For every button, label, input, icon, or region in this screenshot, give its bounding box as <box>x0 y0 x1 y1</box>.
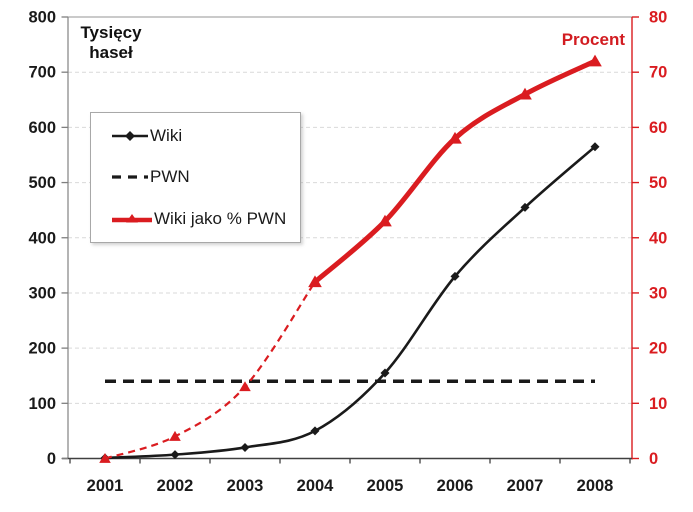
legend-item-wiki-percent-pwn: Wiki jako % PWN <box>91 209 300 229</box>
legend-item-wiki: Wiki <box>91 126 300 146</box>
y-axis-left-tick-label: 300 <box>28 284 56 302</box>
y-axis-right-tick-label: 60 <box>649 119 667 137</box>
wiki-line-sample-icon <box>112 130 148 141</box>
series-wiki-marker <box>520 202 530 212</box>
legend: Wiki PWN Wiki jako % PWN <box>90 112 301 243</box>
x-axis-tick-label: 2006 <box>437 477 474 495</box>
series-wiki-percent-marker <box>169 430 181 441</box>
x-axis-tick-label: 2007 <box>507 477 544 495</box>
x-axis-tick-label: 2003 <box>227 477 264 495</box>
x-axis-tick-label: 2001 <box>87 477 124 495</box>
series-wiki-line <box>104 145 596 460</box>
series-wiki-marker <box>590 142 600 152</box>
right-axis-title: Procent <box>561 30 625 49</box>
wiki-percent-line-sample-icon <box>112 214 152 223</box>
y-axis-right-tick-label: 30 <box>649 284 667 302</box>
series-wiki-percent-marker <box>308 275 322 288</box>
y-axis-left-tick-label: 100 <box>28 395 56 413</box>
pwn-line-sample-icon <box>112 175 148 180</box>
series-wiki-marker <box>310 426 320 436</box>
series-wiki-percent-marker <box>518 87 532 100</box>
y-axis-left-tick-label: 700 <box>28 64 56 82</box>
y-axis-left-tick-label: 400 <box>28 229 56 247</box>
left-axis-title: Tysięcy haseł <box>73 23 149 63</box>
series-wiki-percent-dashed-line <box>104 281 316 460</box>
series-wiki-marker <box>450 271 460 281</box>
y-axis-right-tick-label: 0 <box>649 450 658 468</box>
y-axis-right-tick-label: 20 <box>649 340 667 358</box>
series-wiki-percent-solid-line <box>312 58 598 285</box>
series-wiki-percent-marker <box>448 131 462 144</box>
x-axis-tick-label: 2004 <box>297 477 335 495</box>
series-wiki-percent-marker <box>588 54 602 67</box>
y-axis-right-tick-label: 10 <box>649 395 667 413</box>
left-axis-title-line2: haseł <box>89 43 133 62</box>
y-axis-right-tick-label: 70 <box>649 64 667 82</box>
legend-item-pwn: PWN <box>91 167 300 187</box>
left-axis-title-line1: Tysięcy <box>80 23 142 42</box>
legend-label-wiki: Wiki <box>150 125 183 145</box>
series-wiki-marker <box>240 442 250 452</box>
x-axis-tick-label: 2005 <box>367 477 404 495</box>
series-wiki-marker <box>380 368 390 378</box>
series-wiki-percent-marker <box>239 381 251 392</box>
legend-label-wiki-percent-pwn: Wiki jako % PWN <box>154 209 287 229</box>
x-axis-tick-label: 2002 <box>157 477 194 495</box>
y-axis-left-tick-label: 500 <box>28 174 56 192</box>
legend-label-pwn: PWN <box>150 167 190 187</box>
y-axis-right-tick-label: 80 <box>649 9 667 27</box>
series-wiki-percent-marker <box>378 214 392 227</box>
y-axis-left-tick-label: 800 <box>28 9 56 27</box>
series-wiki-percent-marker <box>99 453 111 463</box>
x-axis-tick-label: 2008 <box>577 477 614 495</box>
y-axis-right-tick-label: 40 <box>649 229 667 247</box>
series-wiki-marker <box>170 450 180 460</box>
y-axis-left-tick-label: 0 <box>47 450 56 468</box>
y-axis-left-tick-label: 200 <box>28 340 56 358</box>
y-axis-left-tick-label: 600 <box>28 119 56 137</box>
y-axis-right-tick-label: 50 <box>649 174 667 192</box>
